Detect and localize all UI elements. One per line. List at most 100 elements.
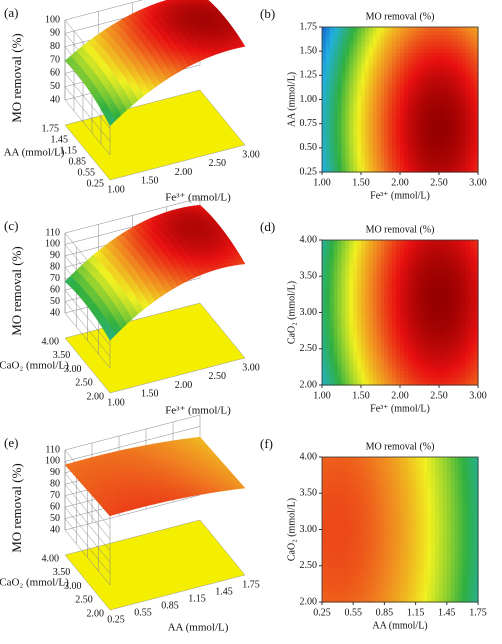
contour-cell — [466, 327, 471, 332]
contour-cell — [466, 283, 471, 288]
contour-cell — [466, 254, 471, 259]
contour-cell — [462, 157, 467, 162]
contour-cell — [442, 337, 448, 343]
contour-cell — [396, 370, 401, 375]
contour-cell — [458, 334, 463, 339]
contour-cell — [407, 114, 413, 119]
contour-cell — [345, 110, 350, 115]
contour-cell — [419, 99, 424, 104]
contour-cell — [403, 298, 409, 303]
contour-cell — [376, 312, 382, 317]
contour-cell — [364, 366, 370, 372]
contour-cell — [380, 164, 385, 169]
contour-cell — [466, 265, 471, 270]
contour-cell — [368, 85, 374, 90]
contour-cell — [361, 106, 366, 111]
contour-cell — [349, 243, 354, 248]
contour-cell — [372, 272, 378, 277]
contour-cell — [450, 88, 456, 93]
contour-cell — [392, 92, 397, 97]
contour-cell — [322, 143, 327, 148]
contour-cell — [388, 330, 393, 335]
contour-cell — [341, 106, 346, 111]
contour-cell — [388, 85, 393, 90]
contour-cell — [345, 66, 350, 72]
contour-cell — [357, 45, 362, 50]
contour-cell — [341, 294, 346, 299]
contour-cell — [325, 139, 331, 144]
contour-cell — [454, 337, 460, 343]
contour-cell — [474, 143, 479, 148]
contour-cell — [470, 240, 475, 245]
contour-cell — [435, 48, 440, 53]
contour-cell — [419, 95, 424, 101]
contour-cell — [442, 114, 448, 119]
contour-cell — [337, 250, 343, 256]
contour-cell — [361, 77, 366, 82]
contour-cell — [376, 74, 382, 79]
contour-cell — [423, 81, 428, 86]
contour-cell — [427, 92, 432, 97]
z-tick-label: 50 — [50, 513, 60, 524]
contour-cell — [376, 164, 382, 169]
contour-cell — [388, 247, 393, 252]
contour-cell — [345, 345, 350, 350]
contour-cell — [380, 298, 385, 303]
contour-cell — [474, 88, 479, 93]
contour-cell — [349, 124, 354, 130]
contour-cell — [431, 287, 436, 292]
contour-cell — [322, 250, 327, 256]
contour-cell — [415, 106, 421, 111]
contour-cell — [325, 124, 331, 130]
contour-cell — [458, 59, 463, 64]
contour-cell — [431, 45, 436, 50]
contour-cell — [403, 254, 409, 259]
contour-cell — [431, 359, 436, 364]
contour-cell — [337, 377, 343, 382]
contour-cell — [407, 247, 413, 252]
contour-cell — [372, 243, 378, 248]
contour-cell — [439, 283, 444, 288]
contour-cell — [415, 48, 421, 53]
contour-cell — [442, 63, 448, 68]
contour-cell — [329, 359, 335, 364]
contour-cell — [442, 348, 448, 353]
contour-cell — [380, 337, 385, 343]
contour-cell — [368, 283, 374, 288]
contour-cell — [388, 312, 393, 317]
contour-cell — [380, 327, 385, 332]
contour-cell — [415, 63, 421, 68]
contour-cell — [462, 312, 467, 317]
contour-cell — [419, 110, 424, 115]
contour-cell — [454, 250, 460, 256]
contour-cell — [376, 59, 382, 64]
contour-cell — [439, 92, 444, 97]
contour-cell — [458, 345, 463, 350]
contour-cell — [470, 319, 475, 324]
contour-cell — [341, 377, 346, 382]
contour-cell — [435, 240, 440, 245]
contour-cell — [380, 124, 385, 130]
contour-cell — [407, 352, 413, 357]
contour-cell — [329, 34, 335, 39]
contour-cell — [380, 92, 385, 97]
contour-cell — [431, 146, 436, 151]
contour-cell — [322, 56, 327, 61]
contour-cell — [349, 81, 354, 86]
contour-cell — [435, 88, 440, 93]
contour-cell — [415, 356, 421, 361]
contour-cell — [361, 341, 366, 346]
contour-cell — [322, 341, 327, 346]
contour-cell — [380, 59, 385, 64]
contour-cell — [454, 88, 460, 93]
contour-cell — [427, 164, 432, 169]
contour-cell — [322, 272, 327, 277]
x-tick-label: 1.50 — [141, 176, 159, 187]
contour-cell — [361, 243, 366, 248]
contour-cell — [458, 258, 463, 263]
contour-cell — [466, 157, 471, 162]
contour-cell — [361, 59, 366, 64]
contour-cell — [403, 45, 409, 50]
contour-cell — [368, 269, 374, 274]
contour-cell — [392, 85, 397, 90]
